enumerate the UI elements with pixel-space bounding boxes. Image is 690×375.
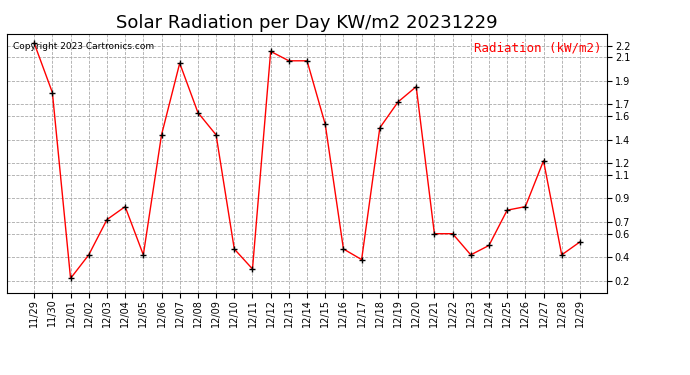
Title: Solar Radiation per Day KW/m2 20231229: Solar Radiation per Day KW/m2 20231229 [116,14,498,32]
Text: Copyright 2023 Cartronics.com: Copyright 2023 Cartronics.com [13,42,154,51]
Text: Radiation (kW/m2): Radiation (kW/m2) [474,42,601,54]
